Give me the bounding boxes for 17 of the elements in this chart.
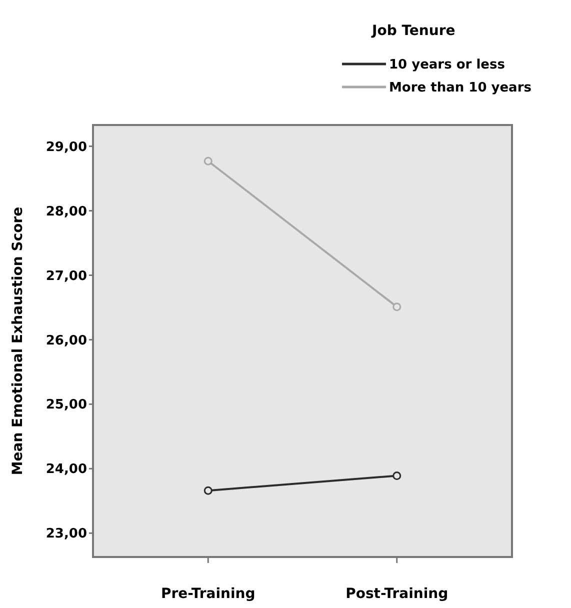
y-tick-label: 26,00 xyxy=(46,333,87,348)
y-tick-label: 24,00 xyxy=(46,462,87,478)
x-tick-label: Post-Training xyxy=(346,586,448,602)
y-tick-label: 29,00 xyxy=(46,140,87,155)
point xyxy=(204,486,212,495)
y-axis-title: Mean Emotional Exhaustion Score xyxy=(10,206,26,476)
point xyxy=(204,156,212,166)
y-tick-label: 28,00 xyxy=(46,204,87,220)
y-tick-label: 27,00 xyxy=(46,268,87,284)
legend-label: 10 years or less xyxy=(389,58,506,73)
legend-label: More than 10 years xyxy=(389,80,532,96)
legend-title: Job Tenure xyxy=(371,22,456,39)
y-tick-label: 23,00 xyxy=(46,526,87,542)
y-tick-label: 25,00 xyxy=(46,398,87,413)
point xyxy=(392,302,402,312)
point xyxy=(392,472,402,480)
x-tick-label: Pre-Training xyxy=(160,586,256,602)
